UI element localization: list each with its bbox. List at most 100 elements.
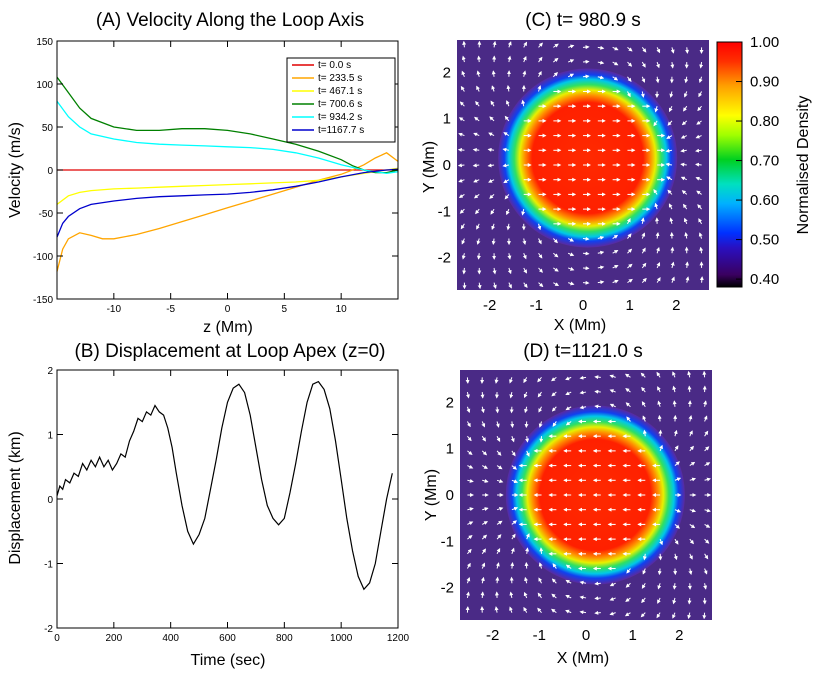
velocity-arrow — [551, 391, 557, 397]
velocity-arrow — [488, 132, 495, 137]
velocity-arrow — [510, 436, 515, 443]
velocity-arrow — [551, 608, 557, 614]
velocity-arrow — [673, 553, 678, 561]
y-tick-label: -2 — [441, 580, 454, 597]
panel-a-series-group — [56, 76, 399, 272]
velocity-arrow — [642, 568, 647, 575]
panel-b-title: (B) Displacement at Loop Apex (z=0) — [74, 341, 385, 362]
velocity-arrow — [703, 583, 708, 590]
colorbar-tick-label: 0.40 — [750, 271, 779, 288]
velocity-arrow — [492, 282, 497, 289]
velocity-arrow — [674, 461, 680, 466]
velocity-arrow — [462, 267, 467, 275]
velocity-arrow — [659, 538, 663, 546]
velocity-arrow — [704, 430, 709, 437]
velocity-arrow — [653, 120, 658, 127]
panel-a-ylabel: Velocity (m/s) — [7, 122, 24, 218]
velocity-arrow — [553, 43, 559, 48]
velocity-arrow — [597, 45, 605, 50]
velocity-arrow — [656, 262, 661, 269]
velocity-arrow — [467, 450, 473, 455]
velocity-arrow — [680, 162, 687, 167]
y-tick-label: -1 — [44, 560, 53, 571]
velocity-arrow — [458, 132, 465, 137]
x-tick-label: 0 — [225, 304, 231, 315]
y-tick-label: 2 — [443, 64, 451, 81]
velocity-arrow — [597, 280, 605, 285]
velocity-arrow — [459, 101, 465, 107]
velocity-arrow — [703, 568, 708, 575]
velocity-arrow — [697, 105, 702, 112]
velocity-arrow — [609, 611, 616, 616]
velocity-arrow — [594, 610, 601, 615]
velocity-arrow — [626, 568, 631, 574]
velocity-arrow — [687, 597, 692, 605]
x-tick-label: -10 — [107, 304, 122, 315]
velocity-arrow — [476, 55, 481, 63]
y-tick-label: 2 — [446, 394, 454, 411]
velocity-arrow — [656, 612, 661, 619]
velocity-arrow — [656, 47, 661, 54]
panel-b-ticks: 0 200 400 600 800 1000 1200 -2 -1 0 1 2 — [44, 366, 409, 644]
velocity-arrow — [460, 223, 465, 230]
panel-a-title: (A) Velocity Along the Loop Axis — [96, 10, 364, 31]
velocity-arrow — [552, 238, 558, 244]
velocity-arrow — [704, 462, 711, 467]
velocity-arrow — [641, 76, 646, 83]
velocity-arrow — [461, 70, 466, 77]
velocity-arrow — [491, 70, 496, 77]
velocity-arrow — [696, 120, 702, 125]
velocity-arrow — [565, 579, 572, 584]
velocity-arrow — [656, 61, 660, 69]
velocity-arrow — [538, 252, 543, 259]
velocity-arrow — [703, 400, 708, 407]
velocity-arrow — [480, 406, 485, 414]
velocity-arrow — [539, 436, 544, 443]
velocity-arrow — [538, 562, 543, 569]
velocity-arrow — [506, 84, 511, 92]
velocity-arrow — [461, 253, 466, 260]
velocity-arrow — [627, 76, 632, 82]
velocity-arrow — [521, 99, 526, 107]
velocity-arrow — [467, 464, 474, 469]
panel-b-ylabel: Displacement (km) — [7, 431, 24, 564]
panel-a-xlabel: z (Mm) — [203, 319, 253, 336]
velocity-arrow — [495, 576, 500, 584]
velocity-arrow — [579, 595, 587, 600]
series-line-5 — [56, 168, 399, 238]
velocity-arrow — [567, 237, 575, 242]
velocity-arrow — [594, 596, 601, 601]
velocity-arrow — [627, 46, 633, 52]
velocity-arrow — [626, 416, 631, 422]
velocity-arrow — [667, 189, 673, 195]
velocity-arrow — [612, 46, 619, 51]
velocity-arrow — [669, 217, 674, 224]
velocity-arrow — [538, 267, 543, 273]
velocity-arrow — [656, 277, 661, 283]
y-tick-label: -150 — [33, 295, 53, 306]
velocity-arrow — [674, 538, 679, 545]
y-tick-label: 0 — [443, 157, 451, 174]
x-tick-label: -2 — [486, 627, 499, 644]
y-tick-label: 1 — [47, 431, 53, 442]
velocity-arrow — [473, 178, 480, 183]
velocity-arrow — [466, 421, 471, 428]
velocity-arrow — [641, 582, 646, 589]
velocity-arrow — [687, 370, 692, 378]
velocity-arrow — [612, 76, 619, 81]
velocity-arrow — [674, 524, 680, 529]
velocity-arrow — [525, 533, 530, 540]
velocity-arrow — [704, 477, 711, 482]
velocity-arrow — [458, 178, 465, 183]
velocity-arrow — [565, 421, 572, 426]
velocity-arrow — [509, 377, 513, 384]
velocity-arrow — [538, 56, 543, 63]
velocity-arrow — [496, 450, 502, 456]
velocity-arrow — [698, 232, 703, 239]
panel-c-ylabel: Y (Mm) — [421, 141, 438, 193]
y-tick-label: 0 — [446, 487, 454, 504]
velocity-arrow — [475, 101, 480, 107]
velocity-arrow — [481, 421, 486, 428]
velocity-arrow — [537, 607, 542, 613]
velocity-arrow — [704, 446, 710, 452]
